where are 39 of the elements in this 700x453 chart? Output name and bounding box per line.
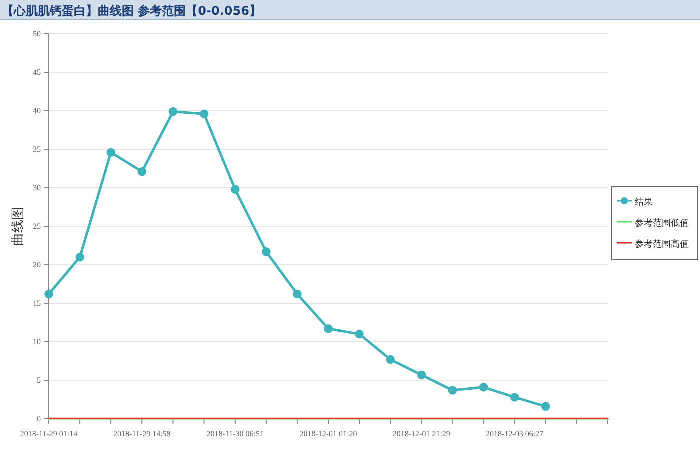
y-tick-label: 40	[33, 106, 41, 116]
point	[417, 370, 426, 380]
y-tick-label: 20	[33, 260, 41, 270]
point	[542, 402, 550, 412]
x-tick-label: 2018-12-03 06:27	[486, 430, 544, 439]
point	[386, 355, 395, 364]
point	[355, 330, 364, 339]
x-tick-label: 2018-11-29 14:58	[114, 430, 171, 439]
point	[106, 148, 116, 157]
chart-title: 【心肌肌钙蛋白】曲线图 参考范围【0-0.056】	[2, 4, 262, 18]
y-tick-label: 0	[37, 414, 41, 424]
y-tick-label: 15	[33, 299, 41, 308]
y-tick-label: 35	[33, 145, 41, 154]
y-tick-label: 50	[33, 30, 41, 39]
x-tick-label: 2018-11-30 06:51	[206, 430, 264, 439]
point	[448, 386, 458, 395]
point	[262, 248, 271, 256]
point	[138, 167, 147, 176]
x-tick-label: 2018-12-01 01:20	[300, 430, 358, 439]
point	[510, 393, 520, 402]
y-tick-label: 30	[33, 184, 41, 193]
y-tick-label: 45	[33, 68, 41, 78]
x-tick-label: 2018-11-29 01:14	[20, 430, 78, 439]
point	[324, 324, 333, 334]
x-tick-label: 2018-12-01 21:29	[392, 430, 450, 439]
point	[293, 290, 302, 299]
y-tick-label: 10	[33, 338, 41, 347]
point	[479, 383, 488, 392]
point	[76, 252, 84, 262]
legend-label: 参考范围高值	[635, 239, 689, 250]
legend-label: 结果	[635, 197, 653, 208]
point	[44, 290, 54, 299]
point	[200, 110, 209, 118]
y-tick-label: 5	[37, 376, 41, 386]
y-axis-title: 曲线图	[11, 207, 26, 246]
y-tick-label: 25	[33, 222, 41, 232]
point	[168, 107, 178, 116]
point	[230, 185, 240, 194]
legend-label: 参考范围低值	[635, 218, 689, 229]
